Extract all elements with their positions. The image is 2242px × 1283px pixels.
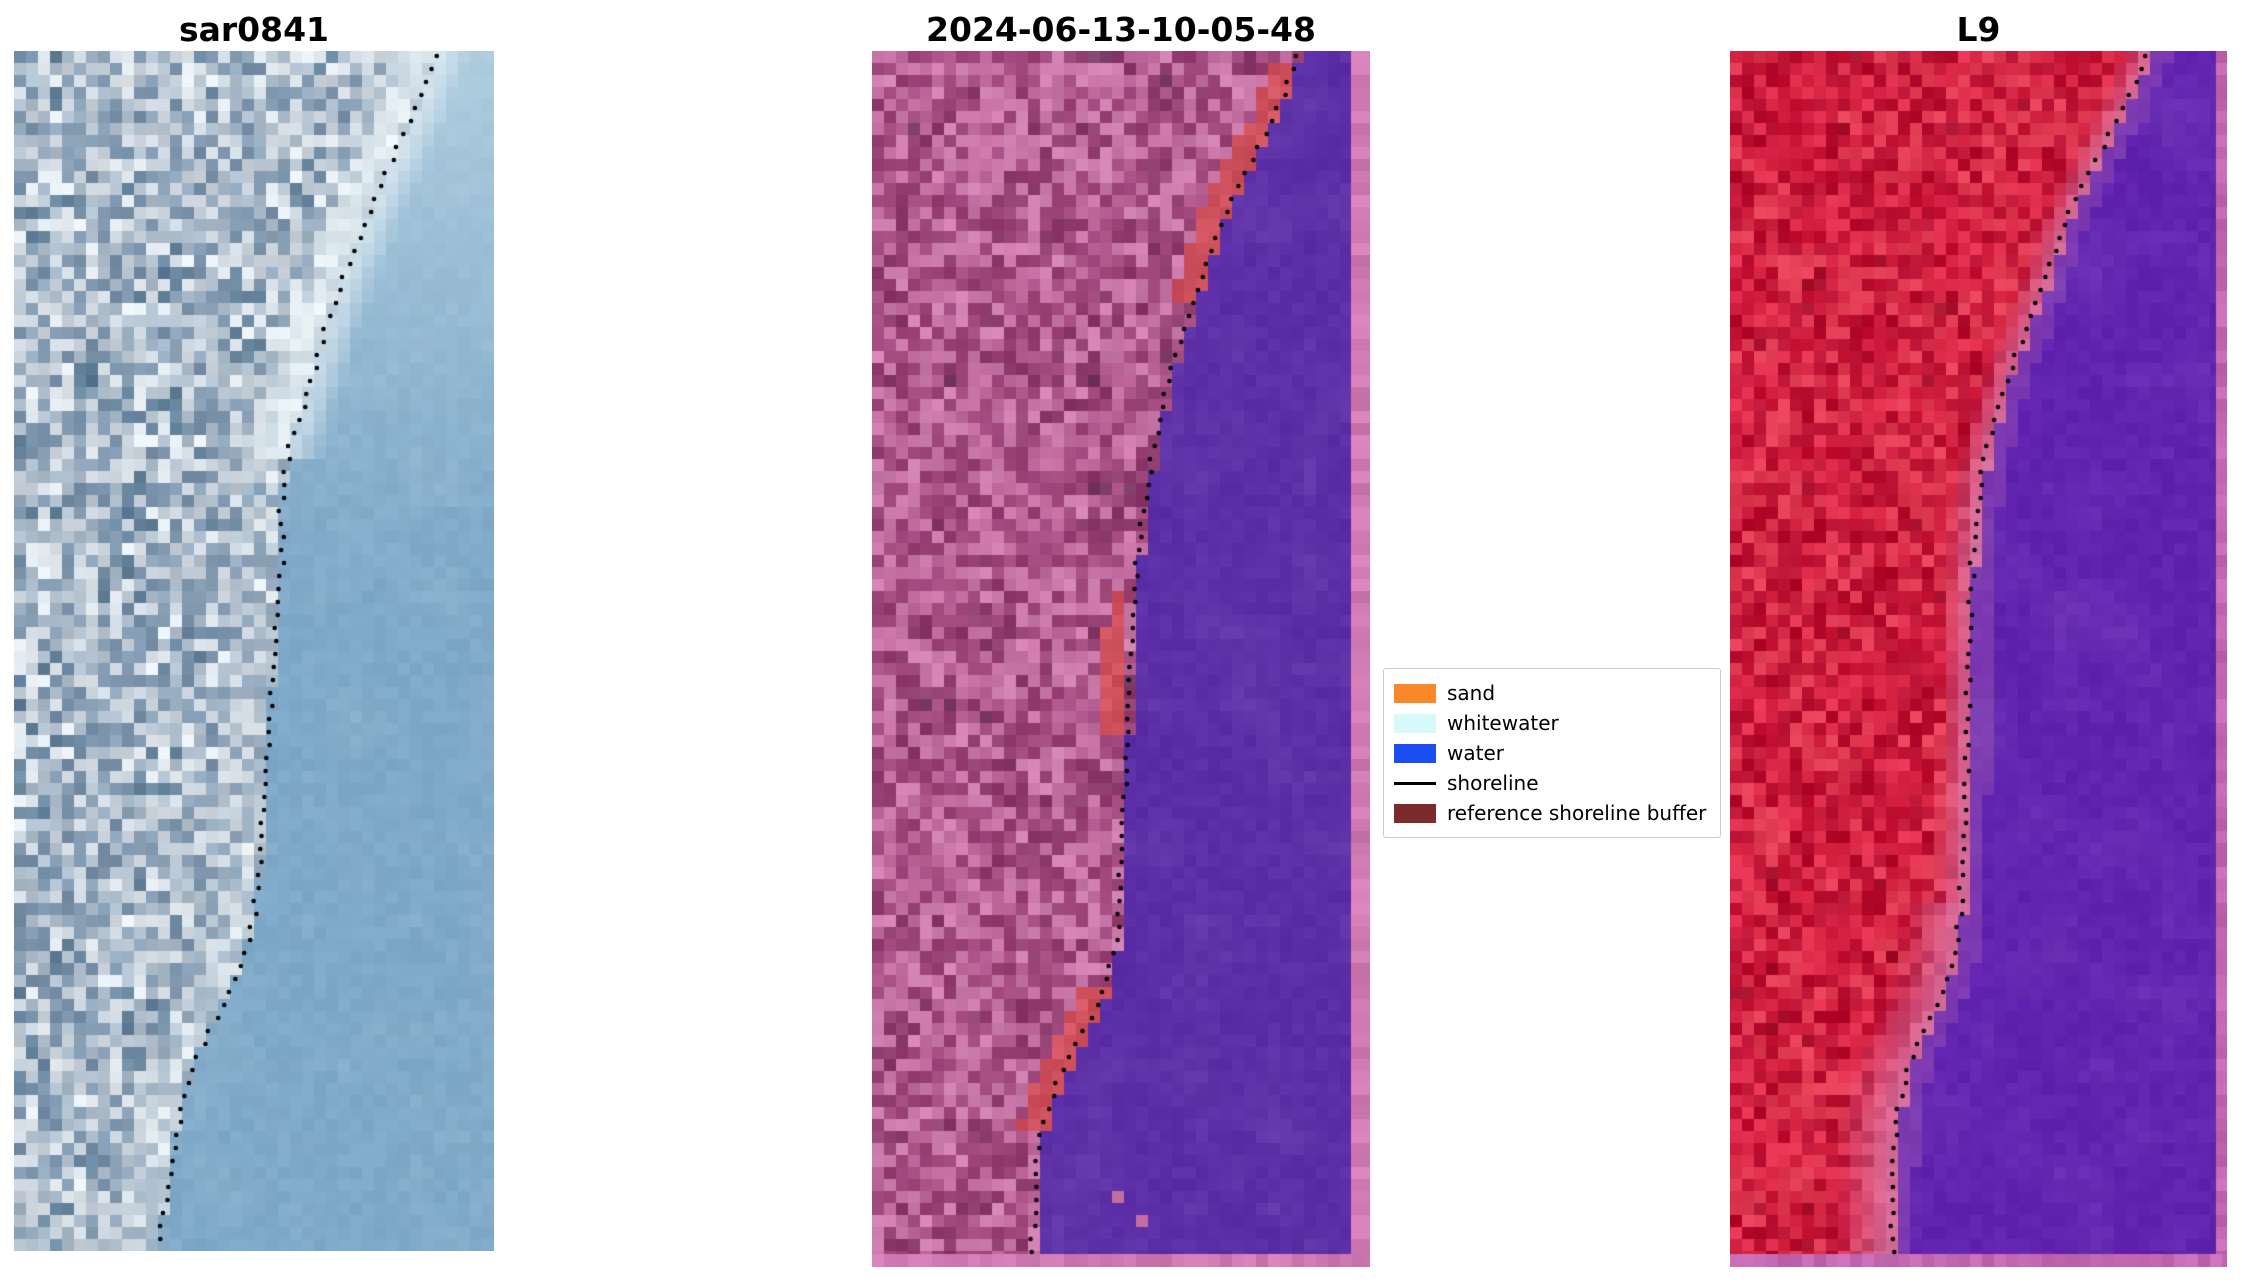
legend-swatch-whitewater [1394, 713, 1436, 733]
legend-item: reference shoreline buffer [1394, 798, 1706, 828]
classification-image [872, 51, 1370, 1267]
legend-label: whitewater [1447, 711, 1559, 735]
panel-title-sar: sar0841 [178, 10, 330, 49]
legend-item: sand [1394, 678, 1706, 708]
legend-item: shoreline [1394, 768, 1706, 798]
legend-item: water [1394, 738, 1706, 768]
legend-swatch-reference-buffer [1394, 803, 1436, 823]
legend-swatch-shoreline [1394, 781, 1436, 785]
legend-label: water [1447, 741, 1504, 765]
legend: sand whitewater water shoreline referenc… [1383, 668, 1722, 838]
legend-swatch-water [1394, 743, 1436, 763]
panel-title-l9: L9 [1956, 10, 2001, 49]
legend-swatch-sand [1394, 683, 1436, 703]
sar-image [14, 51, 494, 1251]
panel-title-date: 2024-06-13-10-05-48 [926, 10, 1316, 49]
legend-label: sand [1447, 681, 1496, 705]
legend-label: shoreline [1447, 771, 1539, 795]
legend-item: whitewater [1394, 708, 1706, 738]
l9-image [1730, 51, 2227, 1267]
legend-label: reference shoreline buffer [1447, 801, 1707, 825]
